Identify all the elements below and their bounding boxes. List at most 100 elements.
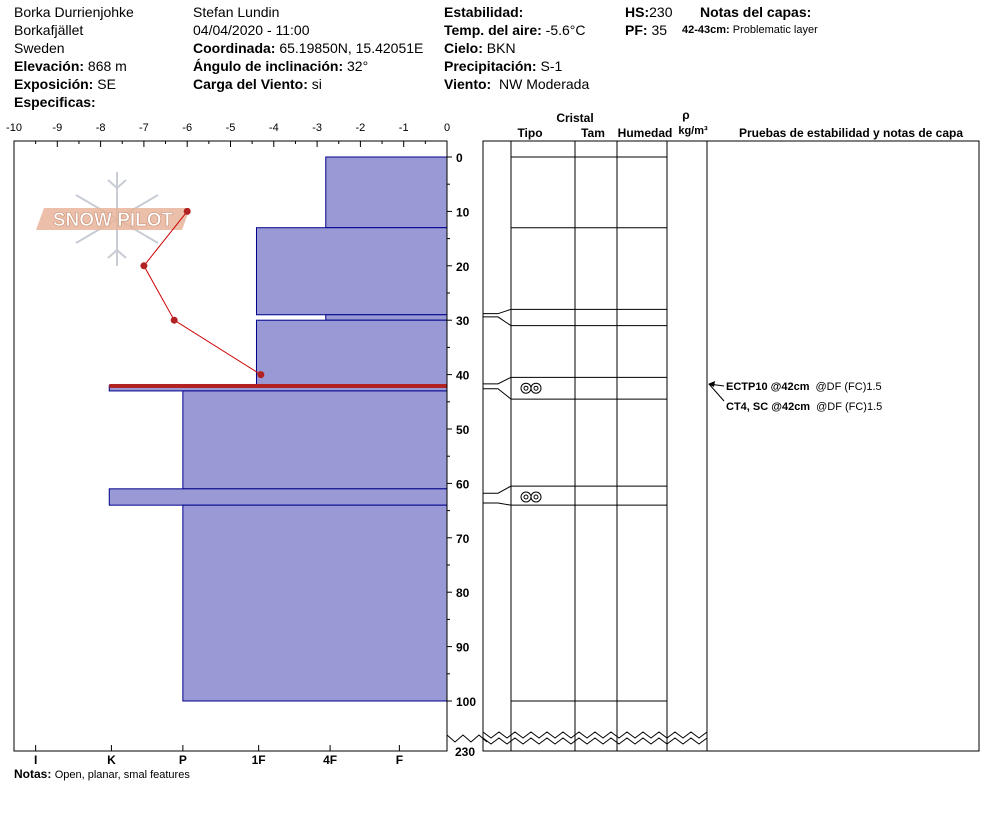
layer-connector (483, 485, 512, 494)
weak-layer-mark (109, 383, 447, 388)
test-2-detail: @DF (FC)1.5 (816, 401, 882, 413)
temp-tick-label: -9 (52, 122, 62, 134)
rounded-facets-icon-inner (523, 494, 529, 500)
hardness-tick-label: F (396, 753, 403, 767)
depth-tick-label: 90 (456, 641, 470, 655)
wind-value: NW Moderada (498, 76, 590, 92)
depth-tick-label: 0 (456, 151, 463, 165)
layer-note-depth: 42-43cm: (682, 24, 730, 36)
precip-row: Precipitación: S-1 (444, 57, 562, 75)
hardness-layer-4 (255, 319, 448, 386)
pf-value: 35 (651, 22, 668, 38)
depth-tick-label: 10 (456, 205, 470, 219)
hardness-layer-8 (182, 504, 448, 702)
temp-tick-label: -2 (356, 122, 366, 134)
size-header: Tam (581, 126, 605, 140)
hardness-layer-7 (108, 488, 448, 506)
airtemp-value: -5.6°C (545, 22, 586, 38)
depth-tick-label: 50 (456, 423, 470, 437)
rounded-facets-icon (520, 491, 532, 503)
temp-tick-label: 0 (444, 122, 450, 134)
temperature-point (257, 371, 265, 379)
airtemp-row: Temp. del aire: -5.6°C (444, 21, 586, 39)
sky-row: Cielo: BKN (444, 39, 516, 57)
temperature-point (183, 207, 191, 215)
depth-tick-label: 60 (456, 477, 470, 491)
area-name: Borkafjället (14, 22, 84, 38)
airtemp-label: Temp. del aire: (444, 22, 542, 38)
weak-layer-band (109, 383, 447, 388)
temperature-line (143, 211, 262, 376)
precip-value: S-1 (540, 58, 563, 74)
notes-label: Notas: (14, 767, 52, 781)
windload-row: Carga del Viento: si (193, 75, 322, 93)
table-break-upper (482, 731, 708, 739)
temp-tick-label: -6 (182, 122, 192, 134)
temp-tick-label: -10 (6, 122, 22, 134)
windload-label: Carga del Viento: (193, 76, 308, 92)
temp-tick-label: -1 (399, 122, 409, 134)
rounded-facets-icon (530, 491, 542, 503)
rounded-facets-icon-inner (523, 385, 529, 391)
layer-table (482, 140, 980, 752)
pf-row: PF: 35 (625, 21, 667, 39)
aspect-row: Exposición: SE (14, 75, 116, 93)
sky-label: Cielo: (444, 40, 483, 56)
layer-notes-label: Notas del capas: (700, 4, 812, 20)
coordinate-value: 65.19850N, 15.42051E (279, 40, 424, 56)
snowpilot-logo: SNOW PILOT (36, 172, 190, 266)
elevation-value: 868 m (87, 58, 127, 74)
depth-tick-label: 30 (456, 314, 470, 328)
tests-header: Pruebas de estabilidad y notas de capa (739, 126, 963, 140)
temperature-profile (140, 207, 265, 379)
test-2: CT4, SC @42cm @DF (FC)1.5 (726, 401, 882, 413)
elevation-row: Elevación: 868 m (14, 57, 127, 75)
wind-label: Viento: (444, 76, 492, 92)
location-name: Borka Durrienjohke (14, 4, 134, 20)
specifics-label: Especificas: (14, 94, 96, 110)
slope-row: Ángulo de inclinación: 32° (193, 57, 368, 75)
rounded-facets-icon-inner (533, 385, 539, 391)
hardness-tick-label: K (107, 753, 116, 767)
layer-connector (483, 316, 512, 327)
layer-connector (483, 388, 512, 400)
hardness-tick-label: P (179, 753, 187, 767)
hardness-layer-3 (325, 314, 448, 321)
density-unit-header: kg/m³ (678, 125, 708, 137)
aspect-label: Exposición: (14, 76, 94, 92)
grain-symbols (520, 382, 542, 503)
depth-break-label: 230 (455, 745, 475, 759)
hardness-layer-2 (255, 227, 448, 316)
hardness-axis: I K P 1F 4F F (34, 745, 403, 767)
pf-label: PF: (625, 22, 648, 38)
layer-connector (483, 376, 512, 385)
observation-datetime: 04/04/2020 - 11:00 (193, 22, 310, 38)
hs-label: HS: (625, 4, 650, 20)
hs-row: HS:230 (625, 3, 672, 21)
depth-tick-label: 80 (456, 586, 470, 600)
coordinate-row: Coordinada: 65.19850N, 15.42051E (193, 39, 423, 57)
temperature-point (140, 262, 148, 270)
depth-tick-label: 20 (456, 260, 470, 274)
logo-text: SNOW PILOT (53, 210, 174, 231)
temperature-point (170, 316, 178, 324)
hardness-tick-label: 4F (323, 753, 337, 767)
temperature-axis: -10 -9 -8 -7 -6 -5 -4 -3 -2 -1 0 (6, 122, 450, 147)
coordinate-label: Coordinada: (193, 40, 276, 56)
wind-row: Viento: NW Moderada (444, 75, 589, 93)
depth-tick-label: 70 (456, 532, 470, 546)
hardness-layer-1 (325, 156, 448, 229)
table-break (482, 737, 708, 745)
temp-tick-label: -4 (269, 122, 279, 134)
test-1-code: ECTP10 @42cm (726, 381, 810, 393)
layer-connector (483, 502, 512, 506)
depth-tick-label: 40 (456, 369, 470, 383)
sky-value: BKN (486, 40, 516, 56)
stability-label: Estabilidad: (444, 4, 524, 20)
notes-text: Open, planar, smal features (54, 769, 190, 781)
stability-tests: ECTP10 @42cm @DF (FC)1.5 CT4, SC @42cm @DF… (708, 381, 882, 413)
test-2-code: CT4, SC @42cm (726, 401, 810, 413)
hardness-layers (108, 156, 448, 702)
notes-row: Notas: Open, planar, smal features (14, 766, 190, 783)
